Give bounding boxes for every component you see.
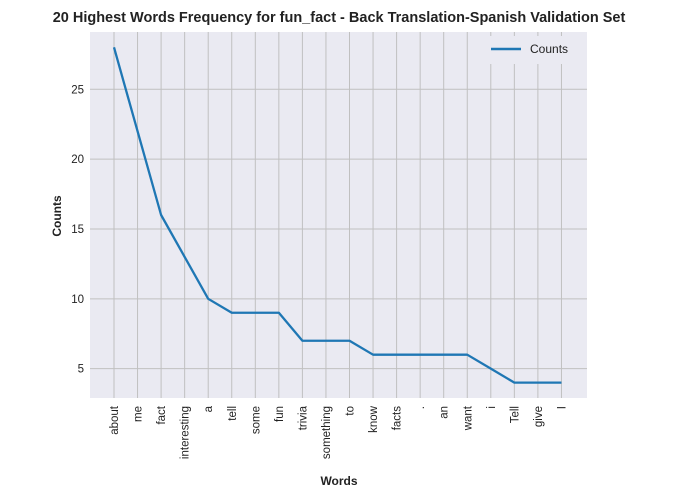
x-axis-ticks: about me fact interesting a tell some fun trivia… (109, 405, 568, 459)
x-tick-label: something (321, 406, 333, 459)
y-axis-ticks: 5 10 15 20 25 (71, 84, 84, 375)
x-tick-label: to (345, 406, 357, 416)
series-lines (112, 47, 562, 384)
y-tick-label: 5 (78, 364, 84, 376)
y-tick-label: 20 (71, 154, 84, 166)
x-tick-label: . (415, 406, 427, 409)
plot-area (90, 32, 587, 398)
x-tick-label: trivia (297, 405, 309, 430)
legend: Counts (484, 36, 584, 64)
y-tick-label: 10 (71, 294, 84, 306)
x-tick-label: about (109, 405, 121, 435)
x-tick-label: I (556, 406, 568, 409)
x-tick-label: give (533, 406, 545, 427)
x-tick-label: want (462, 405, 474, 431)
x-tick-label: interesting (180, 406, 192, 459)
x-axis-label: Words (320, 474, 357, 488)
x-tick-label: an (439, 406, 451, 419)
x-tick-label: facts (392, 406, 404, 431)
chart-title: 20 Highest Words Frequency for fun_fact … (53, 10, 626, 26)
x-tick-label: i (486, 406, 498, 409)
x-tick-label: a (203, 405, 215, 412)
series-line-counts (112, 47, 562, 384)
x-tick-label: me (133, 406, 145, 422)
grid-lines (90, 32, 587, 398)
y-tick-label: 25 (71, 84, 84, 96)
x-tick-label: tell (227, 406, 239, 421)
y-tick-label: 15 (71, 224, 84, 236)
x-tick-label: know (368, 405, 380, 433)
x-tick-label: Tell (509, 406, 521, 423)
y-axis-label: Counts (50, 195, 64, 237)
legend-label-counts: Counts (530, 42, 568, 56)
x-tick-label: some (250, 406, 262, 434)
x-tick-label: fun (274, 406, 286, 422)
x-tick-label: fact (156, 405, 168, 424)
